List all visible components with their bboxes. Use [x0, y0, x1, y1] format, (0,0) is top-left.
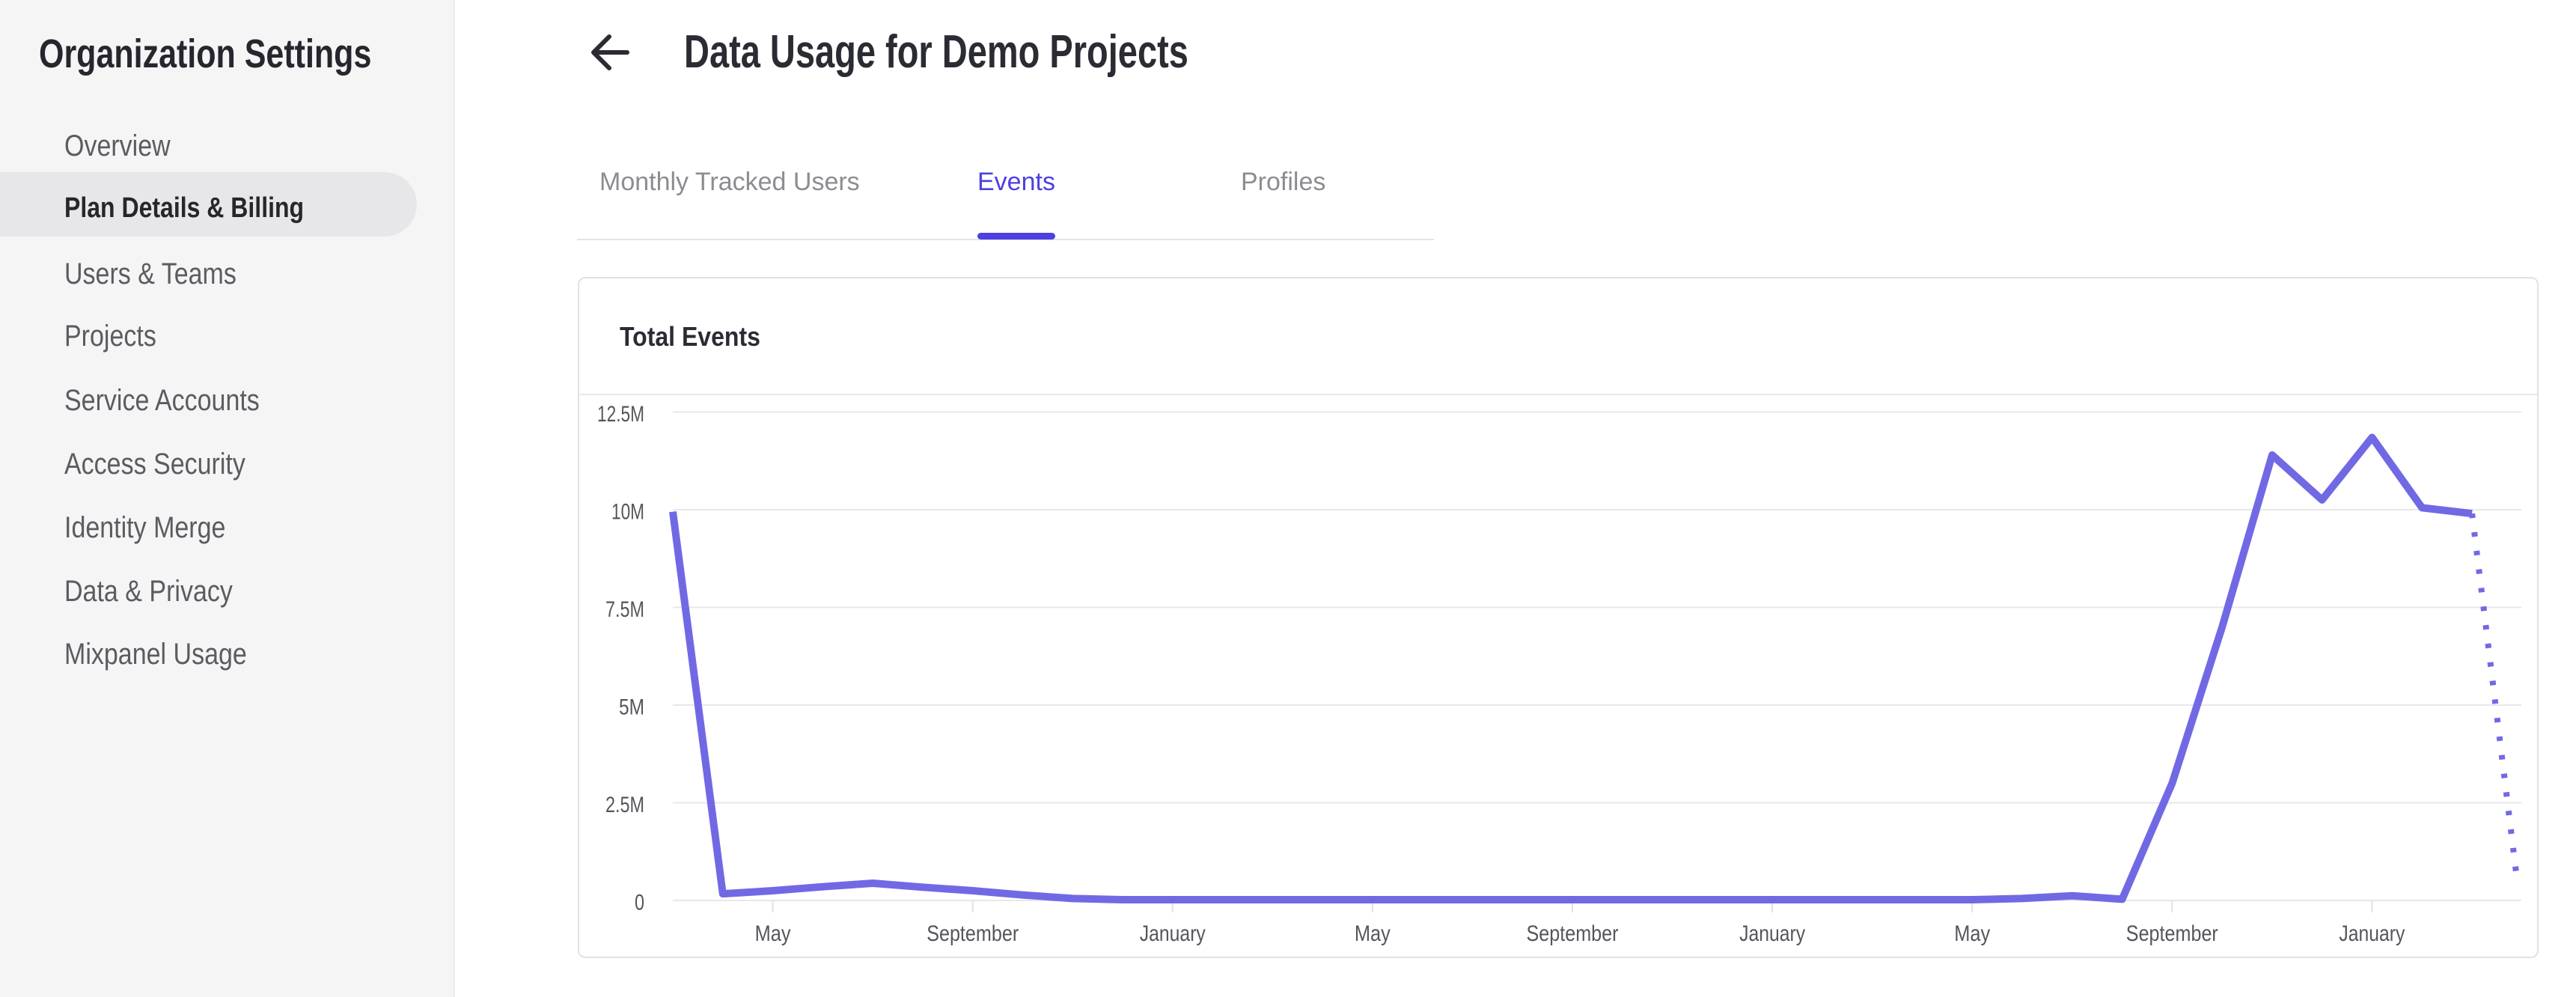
- svg-text:September: September: [2126, 921, 2218, 946]
- svg-text:January: January: [1140, 921, 1206, 946]
- svg-text:May: May: [1355, 921, 1391, 946]
- svg-text:5M: 5M: [619, 695, 644, 720]
- svg-text:January: January: [2339, 921, 2405, 946]
- svg-text:May: May: [755, 921, 791, 946]
- svg-text:2.5M: 2.5M: [605, 793, 644, 817]
- svg-text:10M: 10M: [611, 500, 644, 525]
- svg-text:January: January: [1739, 921, 1805, 946]
- svg-text:May: May: [1954, 921, 1990, 946]
- svg-text:September: September: [927, 921, 1019, 946]
- svg-text:0: 0: [635, 891, 644, 915]
- svg-text:12.5M: 12.5M: [597, 402, 644, 427]
- svg-text:September: September: [1527, 921, 1619, 946]
- svg-text:7.5M: 7.5M: [605, 597, 644, 622]
